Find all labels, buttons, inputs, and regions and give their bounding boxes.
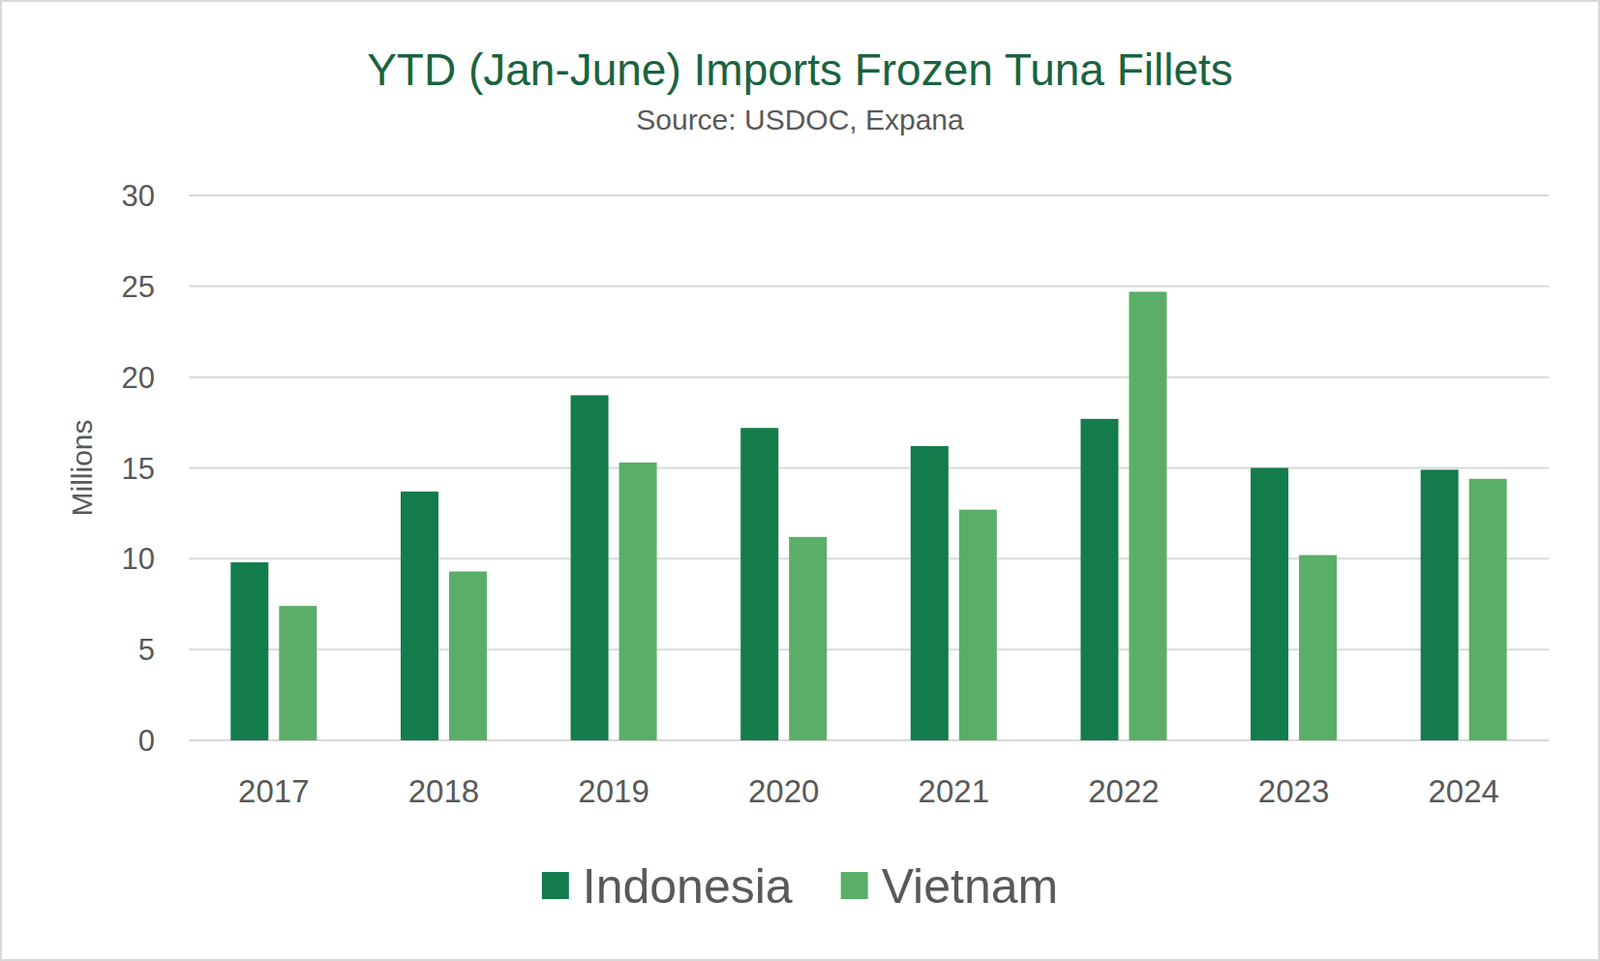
chart-root: YTD (Jan-June) Imports Frozen Tuna Fille… xyxy=(0,0,1600,961)
grid-line xyxy=(188,467,1549,470)
bars xyxy=(230,291,1507,741)
legend-swatch xyxy=(542,872,570,900)
legend-label: Vietnam xyxy=(881,859,1059,914)
x-tick-label: 2017 xyxy=(238,773,309,810)
bar xyxy=(400,491,439,741)
x-tick-label: 2020 xyxy=(748,773,819,810)
y-tick-label: 30 xyxy=(121,179,155,213)
y-tick-label: 0 xyxy=(138,724,155,758)
legend-swatch xyxy=(841,872,869,900)
grid-line xyxy=(188,194,1549,197)
chart: YTD (Jan-June) Imports Frozen Tuna Fille… xyxy=(0,0,1600,961)
x-tick-label: 2022 xyxy=(1087,773,1159,810)
subtitle: Source: USDOC, Expana xyxy=(635,103,965,136)
bar xyxy=(910,446,949,741)
bar xyxy=(278,605,317,741)
bar xyxy=(449,571,487,741)
bar xyxy=(230,562,269,741)
grid-line xyxy=(188,557,1549,560)
y-tick-label: 10 xyxy=(121,542,155,576)
legend: Indonesia Vietnam xyxy=(542,859,1058,914)
x-tick-label: 2024 xyxy=(1427,773,1499,810)
bar xyxy=(1128,291,1167,741)
bar xyxy=(1080,419,1118,741)
y-tick-label: 25 xyxy=(121,270,155,304)
bar xyxy=(1420,469,1459,741)
x-tick-label: 2021 xyxy=(918,773,990,810)
y-tick-label: 15 xyxy=(121,452,155,486)
bar xyxy=(571,394,609,741)
grid-line xyxy=(188,739,1549,742)
x-tick-label: 2023 xyxy=(1258,773,1329,810)
grid-line xyxy=(188,285,1549,288)
x-tick-label: 2019 xyxy=(577,773,649,810)
grid-line xyxy=(188,376,1549,379)
y-axis-label: Millions xyxy=(65,419,98,516)
bar xyxy=(1250,468,1289,742)
grid-line xyxy=(188,648,1549,651)
y-tick-label: 5 xyxy=(138,633,155,667)
y-tick-label: 20 xyxy=(121,361,155,395)
bar xyxy=(1469,479,1508,741)
legend-label: Indonesia xyxy=(582,859,793,914)
bar xyxy=(1298,555,1337,741)
bar xyxy=(619,462,658,741)
bar xyxy=(959,510,997,741)
x-tick-label: 2018 xyxy=(408,773,480,810)
bar xyxy=(740,427,779,741)
border xyxy=(0,0,1600,961)
bar xyxy=(788,537,827,741)
title: YTD (Jan-June) Imports Frozen Tuna Fille… xyxy=(366,44,1234,95)
